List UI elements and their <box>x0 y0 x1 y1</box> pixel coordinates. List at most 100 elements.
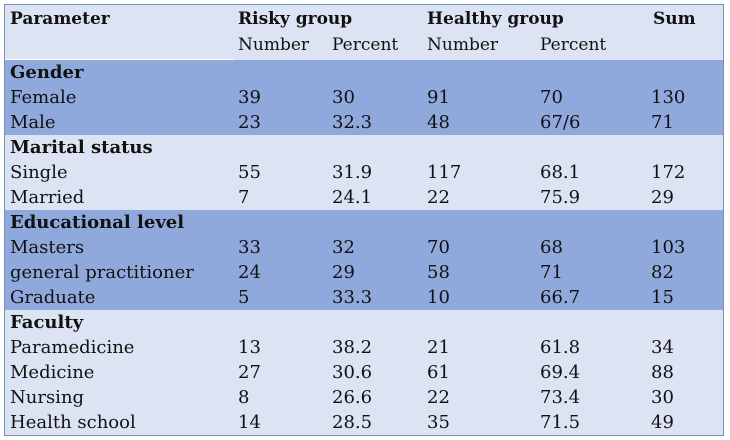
risky-number-cell: 27 <box>238 362 261 383</box>
table-row: Masters 33 32 70 68 103 <box>5 235 723 260</box>
healthy-percent-cell: 67/6 <box>540 112 581 133</box>
risky-percent-header: Percent <box>332 35 399 55</box>
section-title: Gender <box>10 62 84 83</box>
section-gender: Gender Female 39 30 91 70 130 Male 23 32.3 48 67/6 7… <box>5 60 723 135</box>
parameter-cell: Medicine <box>10 362 95 383</box>
risky-number-cell: 23 <box>238 112 261 133</box>
healthy-number-cell: 61 <box>427 362 450 383</box>
risky-percent-cell: 38.2 <box>332 337 373 358</box>
healthy-percent-cell: 66.7 <box>540 287 581 308</box>
healthy-percent-cell: 68.1 <box>540 162 581 183</box>
table-row: Paramedicine 13 38.2 21 61.8 34 <box>5 335 723 360</box>
risky-percent-cell: 33.3 <box>332 287 373 308</box>
table-row: Health school 14 28.5 35 71.5 49 <box>5 410 723 435</box>
parameter-cell: Masters <box>10 237 85 258</box>
risky-number-cell: 8 <box>238 387 250 408</box>
risky-number-cell: 13 <box>238 337 261 358</box>
risky-percent-cell: 26.6 <box>332 387 373 408</box>
parameter-cell: Paramedicine <box>10 337 135 358</box>
healthy-number-cell: 58 <box>427 262 450 283</box>
risky-number-cell: 7 <box>238 187 250 208</box>
sum-cell: 172 <box>651 162 686 183</box>
risky-percent-cell: 28.5 <box>332 412 373 433</box>
risky-number-cell: 5 <box>238 287 250 308</box>
table-row: Medicine 27 30.6 61 69.4 88 <box>5 360 723 385</box>
healthy-percent-cell: 75.9 <box>540 187 581 208</box>
sum-cell: 103 <box>651 237 686 258</box>
healthy-number-cell: 35 <box>427 412 450 433</box>
healthy-number-cell: 48 <box>427 112 450 133</box>
risky-percent-cell: 24.1 <box>332 187 373 208</box>
sum-cell: 15 <box>651 287 674 308</box>
parameter-cell: Female <box>10 87 77 108</box>
sum-header: Sum <box>653 9 696 29</box>
healthy-percent-cell: 71 <box>540 262 563 283</box>
table-row: Female 39 30 91 70 130 <box>5 85 723 110</box>
sum-cell: 88 <box>651 362 674 383</box>
data-table: Parameter Risky group Healthy group Sum … <box>4 4 724 436</box>
table-row: Married 7 24.1 22 75.9 29 <box>5 185 723 210</box>
healthy-number-cell: 22 <box>427 187 450 208</box>
healthy-number-header: Number <box>427 35 499 55</box>
parameter-cell: Single <box>10 162 68 183</box>
risky-percent-cell: 30.6 <box>332 362 373 383</box>
section-title-row: Educational level <box>5 210 723 235</box>
parameter-cell: Married <box>10 187 85 208</box>
sum-cell: 82 <box>651 262 674 283</box>
risky-percent-cell: 29 <box>332 262 355 283</box>
risky-percent-cell: 32.3 <box>332 112 373 133</box>
healthy-number-cell: 117 <box>427 162 462 183</box>
healthy-percent-header: Percent <box>540 35 607 55</box>
table-row: Nursing 8 26.6 22 73.4 30 <box>5 385 723 410</box>
section-title-row: Marital status <box>5 135 723 160</box>
risky-number-cell: 24 <box>238 262 261 283</box>
risky-group-header: Risky group <box>238 9 353 29</box>
section-title: Faculty <box>10 312 84 333</box>
healthy-percent-cell: 71.5 <box>540 412 581 433</box>
risky-number-cell: 55 <box>238 162 261 183</box>
healthy-percent-cell: 70 <box>540 87 563 108</box>
section-title: Marital status <box>10 137 153 158</box>
healthy-group-header: Healthy group <box>427 9 564 29</box>
healthy-percent-cell: 61.8 <box>540 337 581 358</box>
table-row: Male 23 32.3 48 67/6 71 <box>5 110 723 135</box>
table-row: Single 55 31.9 117 68.1 172 <box>5 160 723 185</box>
parameter-cell: Graduate <box>10 287 96 308</box>
risky-number-cell: 33 <box>238 237 261 258</box>
table-header: Parameter Risky group Healthy group Sum … <box>5 5 723 59</box>
healthy-number-cell: 91 <box>427 87 450 108</box>
section-marital-status: Marital status Single 55 31.9 117 68.1 172 Marr… <box>5 135 723 210</box>
section-title-row: Gender <box>5 60 723 85</box>
risky-percent-cell: 32 <box>332 237 355 258</box>
sum-cell: 49 <box>651 412 674 433</box>
sum-cell: 71 <box>651 112 674 133</box>
risky-percent-cell: 30 <box>332 87 355 108</box>
healthy-number-cell: 70 <box>427 237 450 258</box>
section-educational-level: Educational level Masters 33 32 70 68 103 gener… <box>5 210 723 310</box>
sum-cell: 30 <box>651 387 674 408</box>
table-row: Graduate 5 33.3 10 66.7 15 <box>5 285 723 310</box>
healthy-percent-cell: 73.4 <box>540 387 581 408</box>
healthy-number-cell: 22 <box>427 387 450 408</box>
healthy-number-cell: 21 <box>427 337 450 358</box>
section-title-row: Faculty <box>5 310 723 335</box>
sum-cell: 34 <box>651 337 674 358</box>
sum-cell: 130 <box>651 87 686 108</box>
risky-number-cell: 14 <box>238 412 261 433</box>
sum-cell: 29 <box>651 187 674 208</box>
healthy-percent-cell: 68 <box>540 237 563 258</box>
section-title: Educational level <box>10 212 185 233</box>
parameter-cell: Male <box>10 112 56 133</box>
risky-number-header: Number <box>238 35 310 55</box>
risky-number-cell: 39 <box>238 87 261 108</box>
parameter-header: Parameter <box>10 9 110 29</box>
parameter-cell: Health school <box>10 412 136 433</box>
parameter-cell: Nursing <box>10 387 85 408</box>
section-faculty: Faculty Paramedicine 13 38.2 21 61.8 34 Medicin… <box>5 310 723 435</box>
risky-percent-cell: 31.9 <box>332 162 373 183</box>
table-row: general practitioner 24 29 58 71 82 <box>5 260 723 285</box>
parameter-cell: general practitioner <box>10 262 194 283</box>
healthy-number-cell: 10 <box>427 287 450 308</box>
header-separator <box>5 59 234 60</box>
healthy-percent-cell: 69.4 <box>540 362 581 383</box>
